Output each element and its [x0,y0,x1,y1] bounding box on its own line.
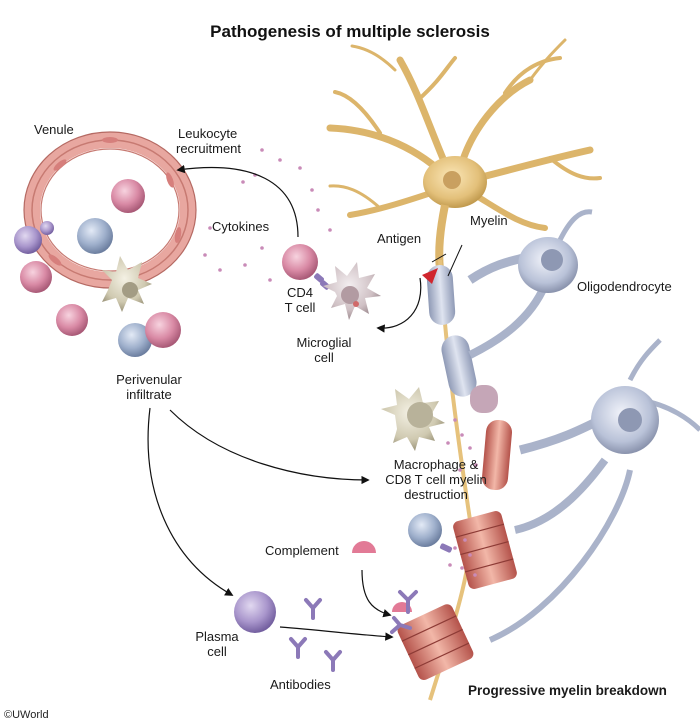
oligodendrocyte-label: Oligodendrocyte [577,279,672,294]
macrophage-cell [381,387,445,451]
migrating-cell [14,226,42,254]
leukocyte-recruitment-label-line1: Leukocyte [178,126,238,141]
pathway-arrows [147,164,422,641]
infiltrate-cell [118,323,152,357]
copyright-text: ©UWorld [4,709,49,721]
page-title: Pathogenesis of multiple sclerosis [210,22,490,41]
oligodendrocyte [467,209,593,359]
microglial-label-line2: cell [314,350,334,365]
perivenular-label-line2: infiltrate [126,387,172,402]
progressive-breakdown-label: Progressive myelin breakdown [468,683,667,698]
cd4-label-line1: CD4 [286,285,313,300]
antibodies-icon [289,598,342,672]
bound-antibodies [390,590,418,634]
infiltrate-cell [145,312,181,348]
oligodendrocyte-lower [488,338,700,643]
infiltrate-cell [56,304,88,336]
complement-label: Complement [265,543,339,558]
microglial-cell [323,262,381,320]
complement-protein [352,541,376,553]
macrophage-label-line1: Macrophage & [393,457,479,472]
lymphocyte-cell [77,218,113,254]
migrating-macrophage [102,256,152,312]
antibodies-label: Antibodies [270,677,331,692]
antigen-label: Antigen [377,231,422,246]
leukocyte-recruitment-label-line2: recruitment [176,141,242,156]
antigen-marker [422,268,438,284]
infiltrate-cell [20,261,52,293]
venule-vessel [23,131,197,289]
neuron [326,38,602,271]
cd4-label-line2: T cell [284,300,316,315]
cytokine-particles [203,148,332,282]
plasma-label-line1: Plasma [195,629,239,644]
plasma-cell [234,591,276,633]
macrophage-label-line2: CD8 T cell myelin [385,472,487,487]
venule-label: Venule [34,122,74,137]
cd8-t-cell [408,513,442,547]
cytokines-label: Cytokines [212,219,270,234]
destruction-particles [446,418,478,577]
macrophage-label-line3: destruction [404,487,468,502]
leukocyte-cell [111,179,145,213]
myelin-label: Myelin [470,213,508,228]
perivenular-label-line1: Perivenular [116,372,182,387]
plasma-label-line2: cell [207,644,227,659]
cd4-t-cell [282,244,318,280]
myelin-sheath [426,265,498,413]
microglial-label-line1: Microglial [296,335,352,350]
damaged-myelin [397,420,517,681]
